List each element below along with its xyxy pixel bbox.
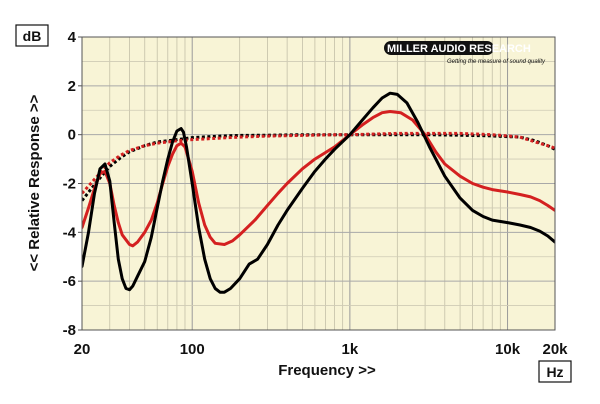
x-unit-box: Hz <box>538 360 572 383</box>
x-unit-label: Hz <box>546 364 563 380</box>
x-axis-title: Frequency >> <box>278 362 376 379</box>
logo-name: MILLER AUDIO RESEARCH <box>387 43 531 55</box>
logo-bar <box>384 41 494 55</box>
y-unit-label: dB <box>23 28 42 44</box>
miller-audio-research-logo: MILLER AUDIO RESEARCH Getting the measur… <box>384 41 546 65</box>
y-tick-label: -2 <box>63 176 76 193</box>
logo-tagline: Getting the measure of sound quality <box>447 59 546 65</box>
series-layer <box>82 91 555 294</box>
x-tick-label: 20 <box>74 341 91 358</box>
x-tick-label: 100 <box>180 341 205 358</box>
x-unit-box-frame <box>538 360 572 383</box>
y-tick-label: 2 <box>68 78 76 95</box>
x-tick-label: 1k <box>342 341 359 358</box>
y-tick-label: 0 <box>68 127 76 144</box>
y-tick-label: -4 <box>63 224 77 241</box>
y-unit-box: dB <box>15 24 49 47</box>
y-axis-title: << Relative Response >> <box>26 94 43 271</box>
series-line-4-dotted <box>82 131 555 195</box>
series-line-2 <box>82 110 555 248</box>
x-tick-label: 10k <box>495 341 521 358</box>
y-unit-box-frame <box>15 24 49 47</box>
y-tick-label: -8 <box>63 322 76 339</box>
series-line-1 <box>82 91 555 294</box>
y-tick-label: 4 <box>68 29 77 46</box>
y-tick-label: -6 <box>63 273 76 290</box>
x-tick-label: 20k <box>542 341 568 358</box>
x-axis-ticks: 20 100 1k 10k 20k <box>74 341 569 358</box>
y-axis-ticks: 4 2 0 -2 -4 -6 -8 <box>63 29 82 339</box>
